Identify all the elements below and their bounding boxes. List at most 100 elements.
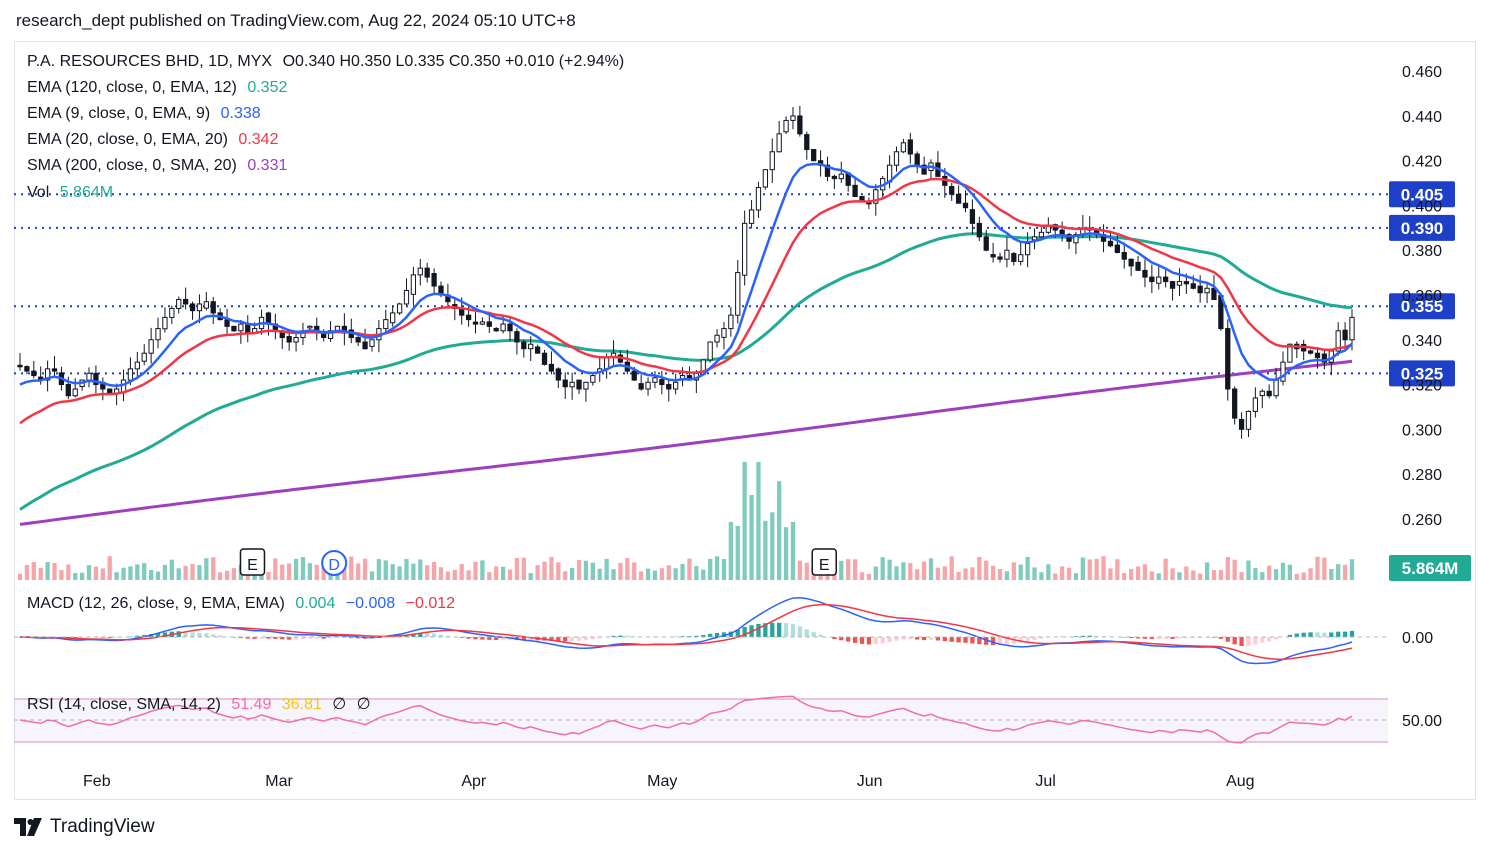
candle[interactable] <box>196 294 203 324</box>
candle[interactable] <box>1011 252 1017 266</box>
candle[interactable] <box>548 351 555 375</box>
candle[interactable] <box>410 266 417 306</box>
candle[interactable] <box>1232 386 1238 425</box>
candle[interactable] <box>845 172 851 192</box>
candle[interactable] <box>1121 242 1127 269</box>
candle[interactable] <box>1038 227 1045 238</box>
candle[interactable] <box>1321 348 1328 370</box>
candle[interactable] <box>217 308 223 321</box>
candle[interactable] <box>907 132 913 164</box>
candle[interactable] <box>210 296 216 324</box>
legend-macd[interactable]: MACD (12, 26, close, 9, EMA, EMA) 0.004 … <box>27 595 461 613</box>
candle[interactable] <box>1314 347 1321 369</box>
candle[interactable] <box>1238 412 1245 439</box>
candle[interactable] <box>72 378 78 398</box>
candle[interactable] <box>390 306 396 327</box>
candle[interactable] <box>1328 348 1334 376</box>
candle[interactable] <box>914 151 920 174</box>
candle[interactable] <box>314 317 320 341</box>
candle[interactable] <box>1252 387 1259 418</box>
candle[interactable] <box>431 268 437 295</box>
legend-sma200[interactable]: SMA (200, close, 0, SMA, 20) 0.331 <box>27 157 293 175</box>
legend-volume[interactable]: Vol 5.864M <box>27 184 119 202</box>
candle[interactable] <box>1294 341 1300 359</box>
candle[interactable] <box>224 308 230 335</box>
candle[interactable] <box>1245 410 1252 438</box>
candle[interactable] <box>811 149 817 162</box>
legend-ema20[interactable]: EMA (20, close, 0, EMA, 20) 0.342 <box>27 131 284 149</box>
candle[interactable] <box>31 360 37 379</box>
candle[interactable] <box>203 292 209 311</box>
candle[interactable] <box>182 287 189 310</box>
candle[interactable] <box>383 309 389 334</box>
candle[interactable] <box>514 328 520 355</box>
candle[interactable] <box>1349 309 1355 351</box>
candle[interactable] <box>452 299 458 321</box>
candle[interactable] <box>100 377 106 401</box>
candle[interactable] <box>1307 349 1314 355</box>
candle[interactable] <box>769 138 775 184</box>
candle[interactable] <box>403 278 410 307</box>
candle[interactable] <box>396 302 403 315</box>
candle[interactable] <box>1163 269 1169 288</box>
candle[interactable] <box>645 377 651 396</box>
candle[interactable] <box>17 353 23 371</box>
candle[interactable] <box>707 341 713 363</box>
candle[interactable] <box>762 169 769 190</box>
candle[interactable] <box>831 174 838 190</box>
candle[interactable] <box>555 367 561 388</box>
candle[interactable] <box>562 372 568 399</box>
candle[interactable] <box>231 325 237 332</box>
candle[interactable] <box>417 258 423 286</box>
candle[interactable] <box>673 373 679 395</box>
candle[interactable] <box>369 339 375 352</box>
candle[interactable] <box>638 374 644 391</box>
candle[interactable] <box>935 151 941 177</box>
candle[interactable] <box>44 360 51 392</box>
candle[interactable] <box>900 138 907 154</box>
candle[interactable] <box>86 367 92 388</box>
candle[interactable] <box>169 305 175 325</box>
candle[interactable] <box>1176 268 1183 296</box>
candle[interactable] <box>1031 228 1038 250</box>
candle[interactable] <box>141 344 147 366</box>
candle[interactable] <box>424 262 430 283</box>
candle[interactable] <box>245 315 251 343</box>
candle[interactable] <box>176 296 182 314</box>
candle[interactable] <box>597 357 603 382</box>
candle[interactable] <box>189 301 196 320</box>
candle[interactable] <box>797 105 803 137</box>
candle[interactable] <box>348 318 354 344</box>
candle[interactable] <box>1225 319 1231 401</box>
candle[interactable] <box>1018 242 1024 266</box>
candle[interactable] <box>659 371 665 395</box>
candle[interactable] <box>493 327 499 332</box>
candle[interactable] <box>1142 259 1148 288</box>
candle[interactable] <box>521 339 527 358</box>
candle[interactable] <box>162 307 168 333</box>
candle[interactable] <box>804 131 810 160</box>
candle[interactable] <box>742 210 748 286</box>
candle[interactable] <box>983 229 989 252</box>
candle[interactable] <box>921 156 927 175</box>
candle[interactable] <box>479 317 486 326</box>
candle[interactable] <box>1169 281 1176 301</box>
dividend-marker[interactable] <box>321 550 348 576</box>
candle[interactable] <box>93 365 99 394</box>
candle[interactable] <box>714 329 720 348</box>
brand-footer[interactable]: TradingView <box>14 816 155 838</box>
candle[interactable] <box>1156 264 1162 290</box>
candle[interactable] <box>1135 256 1141 271</box>
candle[interactable] <box>341 313 348 346</box>
candle[interactable] <box>1149 264 1155 294</box>
candle[interactable] <box>238 319 244 344</box>
candle[interactable] <box>1004 237 1010 268</box>
candle[interactable] <box>293 331 299 352</box>
candle[interactable] <box>1204 283 1210 304</box>
candle[interactable] <box>838 161 844 183</box>
candle[interactable] <box>748 200 755 229</box>
candle[interactable] <box>949 183 955 201</box>
candle[interactable] <box>893 146 900 172</box>
candle[interactable] <box>976 216 982 241</box>
